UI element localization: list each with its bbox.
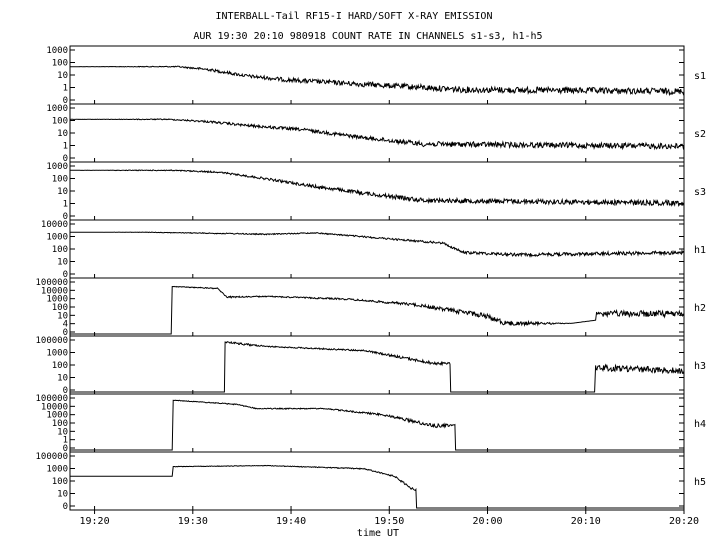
panel-frame — [69, 451, 685, 511]
y-tick-label: 10 — [57, 311, 68, 321]
panel-frame — [69, 277, 685, 337]
y-tick-label: 100000 — [35, 336, 68, 346]
y-tick-label: 10 — [57, 490, 68, 500]
y-tick-label: 0 — [63, 270, 68, 280]
y-tick-label: 10 — [57, 427, 68, 437]
y-tick-label: 10 — [57, 258, 68, 268]
series-s3 — [70, 169, 685, 207]
x-tick-label: 19:40 — [276, 516, 306, 527]
series-s2 — [69, 118, 685, 151]
y-tick-label: 100 — [52, 59, 68, 69]
panel-frame — [69, 393, 685, 453]
y-tick-label: 0 — [63, 96, 68, 106]
y-tick-label: 10000 — [41, 402, 68, 412]
y-tick-label: 100000 — [35, 452, 68, 462]
y-tick-label: 0 — [63, 502, 68, 512]
series-h2 — [70, 285, 685, 335]
x-tick-label: 19:50 — [374, 516, 404, 527]
y-tick-label: 1000 — [46, 233, 68, 243]
y-tick-label: 1000 — [46, 162, 68, 172]
channel-label: h5 — [694, 477, 706, 488]
x-tick-label: 20:20 — [669, 516, 699, 527]
y-tick-label: 10000 — [41, 286, 68, 296]
y-tick-label: 0 — [63, 444, 68, 454]
chart-title: INTERBALL-Tail RF15-I HARD/SOFT X-RAY EM… — [216, 11, 493, 22]
x-tick-label: 20:10 — [571, 516, 601, 527]
y-tick-label: 1000 — [46, 295, 68, 305]
y-tick-label: 1 — [63, 84, 68, 94]
y-tick-label: 10 — [57, 187, 68, 197]
y-tick-label: 0 — [63, 328, 68, 338]
x-axis-label: time UT — [357, 528, 399, 539]
panel-frame — [69, 103, 685, 163]
channel-label: s1 — [694, 71, 706, 82]
channel-label: h4 — [694, 419, 706, 430]
chart-subtitle: AUR 19:30 20:10 980918 COUNT RATE IN CHA… — [193, 31, 542, 42]
channel-label: s3 — [694, 187, 706, 198]
y-tick-label: 100000 — [35, 394, 68, 404]
y-tick-label: 1000 — [46, 104, 68, 114]
y-tick-label: 10 — [57, 71, 68, 81]
x-tick-label: 19:20 — [80, 516, 110, 527]
x-tick-label: 19:30 — [178, 516, 208, 527]
series-h4 — [70, 399, 684, 451]
y-tick-label: 1000 — [46, 411, 68, 421]
series-h1 — [70, 231, 685, 258]
y-tick-label: 0 — [63, 386, 68, 396]
y-tick-label: 4 — [63, 320, 68, 330]
channel-label: h2 — [694, 303, 706, 314]
panel-frame — [69, 335, 685, 395]
y-tick-label: 0 — [63, 212, 68, 222]
y-tick-label: 10 — [57, 374, 68, 384]
channel-label: s2 — [694, 129, 706, 140]
y-tick-label: 100 — [52, 419, 68, 429]
x-axis: 19:20 19:30 19:40 19:50 20:00 20:10 20:20 — [80, 510, 699, 527]
panels: 10001001010s110001001010s210001001010s31… — [35, 45, 706, 512]
y-tick-label: 10 — [57, 129, 68, 139]
y-tick-label: 1000 — [46, 349, 68, 359]
y-tick-label: 100 — [52, 477, 68, 487]
y-tick-label: 1 — [63, 200, 68, 210]
y-tick-label: 10000 — [41, 220, 68, 230]
series-s1 — [70, 65, 685, 97]
channel-label: h1 — [694, 245, 706, 256]
y-tick-label: 1000 — [46, 46, 68, 56]
y-tick-label: 1 — [63, 142, 68, 152]
y-tick-label: 100 — [52, 175, 68, 185]
y-tick-label: 100 — [52, 361, 68, 371]
y-tick-label: 100 — [52, 245, 68, 255]
panel-frame — [69, 219, 685, 279]
series-h3 — [70, 340, 685, 393]
y-tick-label: 100 — [52, 117, 68, 127]
panel-frame — [69, 45, 685, 105]
y-tick-label: 100 — [52, 303, 68, 313]
x-tick-label: 20:00 — [472, 516, 502, 527]
channel-label: h3 — [694, 361, 706, 372]
y-tick-label: 0 — [63, 154, 68, 164]
series-h5 — [70, 464, 684, 509]
y-tick-label: 1 — [63, 436, 68, 446]
y-tick-label: 1000 — [46, 465, 68, 475]
y-tick-label: 100000 — [35, 278, 68, 288]
